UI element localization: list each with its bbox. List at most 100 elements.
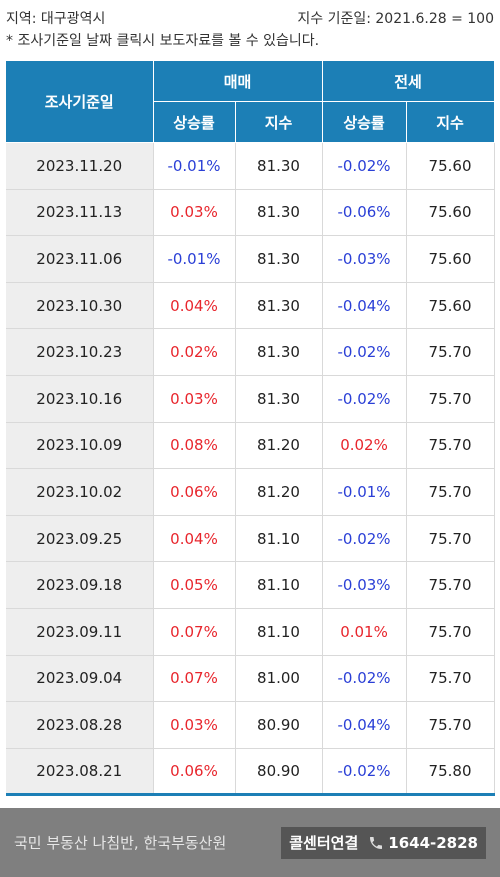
table-row: 2023.11.13 0.03% 81.30 -0.06% 75.60 [6, 188, 495, 237]
sale-rate-cell: -0.01% [152, 142, 236, 190]
jeonse-index-cell: 75.60 [405, 235, 495, 283]
jeonse-rate-cell: -0.02% [321, 514, 407, 563]
table-row: 2023.09.18 0.05% 81.10 -0.03% 75.70 [6, 561, 495, 609]
sale-index-cell: 81.30 [234, 374, 323, 423]
sale-rate-cell: -0.01% [152, 235, 236, 283]
jeonse-rate-cell: -0.02% [321, 374, 407, 423]
table-row: 2023.10.09 0.08% 81.20 0.02% 75.70 [6, 421, 495, 470]
survey-date-link[interactable]: 2023.09.04 [6, 654, 154, 703]
jeonse-index-cell: 75.80 [405, 747, 495, 797]
jeonse-index-cell: 75.60 [405, 142, 495, 190]
jeonse-index-cell: 75.70 [405, 607, 495, 656]
jeonse-index-cell: 75.70 [405, 374, 495, 423]
jeonse-rate-cell: -0.02% [321, 654, 407, 703]
sale-index-cell: 81.30 [234, 142, 323, 190]
table-row: 2023.11.20 -0.01% 81.30 -0.02% 75.60 [6, 142, 495, 190]
phone-label: 1644-2828 [388, 833, 478, 852]
price-index-table: 조사기준일 매매 전세 상승률 지수 상승률 지수 2023.11.20 -0.0… [6, 60, 495, 797]
sale-index-cell: 81.30 [234, 235, 323, 283]
jeonse-rate-cell: -0.02% [321, 747, 407, 797]
survey-date-link[interactable]: 2023.11.06 [6, 235, 154, 283]
phone-icon [370, 836, 383, 849]
jeonse-index-cell: 75.70 [405, 514, 495, 563]
sale-rate-cell: 0.03% [152, 374, 236, 423]
sale-index-cell: 81.30 [234, 281, 323, 330]
table-row: 2023.09.04 0.07% 81.00 -0.02% 75.70 [6, 654, 495, 703]
survey-date-link[interactable]: 2023.08.21 [6, 747, 154, 797]
phone-number: 1644-2828 [368, 834, 478, 852]
sale-rate-cell: 0.03% [152, 701, 236, 749]
sale-index-cell: 81.10 [234, 607, 323, 656]
jeonse-index-cell: 75.70 [405, 328, 495, 376]
survey-date-link[interactable]: 2023.09.11 [6, 607, 154, 656]
sale-index-cell: 81.10 [234, 561, 323, 609]
sale-index-cell: 80.90 [234, 701, 323, 749]
jeonse-rate-cell: -0.03% [321, 561, 407, 609]
survey-date-link[interactable]: 2023.09.18 [6, 561, 154, 609]
jeonse-rate-cell: -0.03% [321, 235, 407, 283]
table-row: 2023.10.16 0.03% 81.30 -0.02% 75.70 [6, 374, 495, 423]
jeonse-rate-cell: -0.01% [321, 468, 407, 516]
survey-date-link[interactable]: 2023.11.13 [6, 188, 154, 237]
sale-index-cell: 81.20 [234, 421, 323, 470]
table-row: 2023.09.25 0.04% 81.10 -0.02% 75.70 [6, 514, 495, 563]
sale-index-cell: 81.30 [234, 328, 323, 376]
sale-rate-cell: 0.08% [152, 421, 236, 470]
jeonse-rate-cell: 0.02% [321, 421, 407, 470]
table-row: 2023.10.02 0.06% 81.20 -0.01% 75.70 [6, 468, 495, 516]
jeonse-index-cell: 75.60 [405, 281, 495, 330]
sale-rate-cell: 0.03% [152, 188, 236, 237]
header-sale-rate: 상승률 [152, 101, 236, 143]
table-row: 2023.10.30 0.04% 81.30 -0.04% 75.60 [6, 281, 495, 330]
survey-date-link[interactable]: 2023.08.28 [6, 701, 154, 749]
sale-rate-cell: 0.04% [152, 514, 236, 563]
jeonse-index-cell: 75.70 [405, 654, 495, 703]
header-jeonse-index: 지수 [405, 101, 495, 143]
jeonse-index-cell: 75.70 [405, 468, 495, 516]
footer-bar: 국민 부동산 나침반, 한국부동산원 콜센터연결 1644-2828 [0, 808, 500, 877]
sale-rate-cell: 0.07% [152, 654, 236, 703]
table-row: 2023.10.23 0.02% 81.30 -0.02% 75.70 [6, 328, 495, 376]
table-row: 2023.08.28 0.03% 80.90 -0.04% 75.70 [6, 701, 495, 749]
sale-rate-cell: 0.07% [152, 607, 236, 656]
survey-date-link[interactable]: 2023.10.23 [6, 328, 154, 376]
jeonse-index-cell: 75.70 [405, 561, 495, 609]
header-jeonse: 전세 [321, 60, 495, 102]
sale-rate-cell: 0.02% [152, 328, 236, 376]
jeonse-rate-cell: -0.04% [321, 281, 407, 330]
sale-index-cell: 81.20 [234, 468, 323, 516]
survey-date-link[interactable]: 2023.09.25 [6, 514, 154, 563]
call-center-button[interactable]: 콜센터연결 1644-2828 [281, 826, 486, 859]
jeonse-rate-cell: -0.06% [321, 188, 407, 237]
sale-rate-cell: 0.06% [152, 468, 236, 516]
jeonse-rate-cell: -0.04% [321, 701, 407, 749]
index-base-label: 지수 기준일: 2021.6.28 = 100 [297, 11, 494, 27]
region-label: 지역: 대구광역시 [6, 11, 106, 27]
click-note: * 조사기준일 날짜 클릭시 보도자료를 볼 수 있습니다. [6, 33, 320, 49]
table-row: 2023.08.21 0.06% 80.90 -0.02% 75.80 [6, 747, 495, 797]
meta-info: 지역: 대구광역시 지수 기준일: 2021.6.28 = 100 * 조사기준… [6, 8, 494, 52]
footer-title: 국민 부동산 나침반, 한국부동산원 [14, 834, 227, 852]
header-sale-index: 지수 [234, 101, 323, 143]
survey-date-link[interactable]: 2023.11.20 [6, 142, 154, 190]
jeonse-rate-cell: -0.02% [321, 142, 407, 190]
survey-date-link[interactable]: 2023.10.09 [6, 421, 154, 470]
jeonse-index-cell: 75.70 [405, 701, 495, 749]
sale-index-cell: 81.00 [234, 654, 323, 703]
sale-index-cell: 81.10 [234, 514, 323, 563]
header-jeonse-rate: 상승률 [321, 101, 407, 143]
header-survey-date: 조사기준일 [6, 60, 154, 143]
jeonse-rate-cell: 0.01% [321, 607, 407, 656]
sale-rate-cell: 0.05% [152, 561, 236, 609]
table-row: 2023.11.06 -0.01% 81.30 -0.03% 75.60 [6, 235, 495, 283]
jeonse-index-cell: 75.60 [405, 188, 495, 237]
survey-date-link[interactable]: 2023.10.30 [6, 281, 154, 330]
survey-date-link[interactable]: 2023.10.16 [6, 374, 154, 423]
jeonse-index-cell: 75.70 [405, 421, 495, 470]
jeonse-rate-cell: -0.02% [321, 328, 407, 376]
sale-rate-cell: 0.04% [152, 281, 236, 330]
survey-date-link[interactable]: 2023.10.02 [6, 468, 154, 516]
sale-rate-cell: 0.06% [152, 747, 236, 797]
sale-index-cell: 80.90 [234, 747, 323, 797]
call-center-label: 콜센터연결 [289, 834, 359, 852]
